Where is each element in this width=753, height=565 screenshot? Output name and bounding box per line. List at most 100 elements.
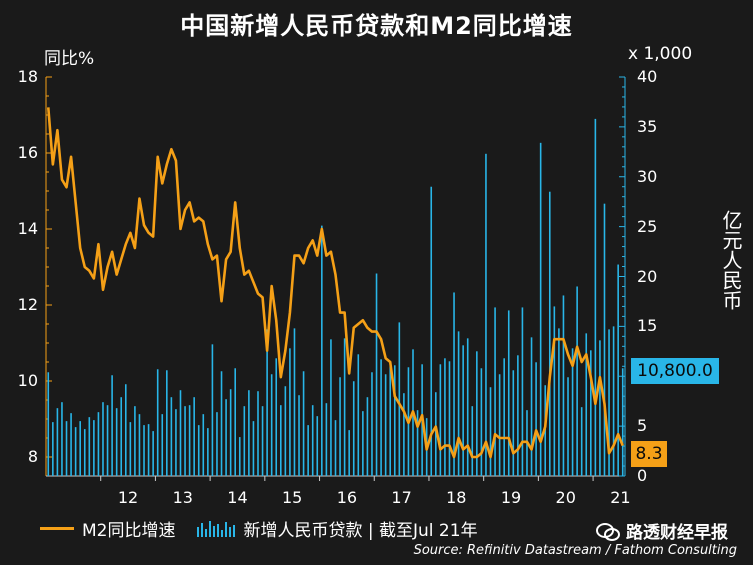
x-axis-tick-label: 20	[555, 488, 576, 507]
loan-bar	[453, 292, 455, 476]
loan-bar	[576, 286, 578, 476]
chart-title: 中国新增人民币贷款和M2同比增速	[180, 12, 573, 40]
loan-bar	[47, 372, 50, 476]
loan-bar	[161, 414, 164, 476]
loan-bar	[134, 406, 136, 476]
m2-last-value-badge: 8.3	[631, 441, 667, 467]
right-axis-label: 亿元人民币	[719, 210, 743, 310]
loan-bar	[585, 333, 588, 476]
loan-bar	[197, 425, 200, 476]
loan-bar	[416, 410, 419, 476]
right-axis-tick-label: 5	[637, 416, 648, 436]
loan-bar	[398, 322, 401, 476]
loan-bar	[152, 431, 154, 476]
x-axis-tick-label: 14	[227, 488, 248, 507]
loan-bar	[521, 307, 524, 476]
loan-bar	[389, 366, 392, 476]
wechat-icon	[596, 522, 620, 541]
loan-bar	[512, 370, 515, 476]
loan-bar	[494, 307, 496, 476]
left-axis-label: 同比%	[44, 49, 95, 69]
loan-bar	[580, 407, 583, 476]
loan-bar	[384, 374, 387, 476]
loan-bar	[466, 338, 469, 476]
right-axis-tick-label: 25	[637, 216, 658, 236]
loan-bar	[284, 386, 287, 476]
loan-bar	[166, 370, 168, 476]
loan-bar	[234, 368, 236, 476]
loan-bar	[448, 361, 451, 476]
loans-last-value-badge: 10,800.0	[631, 358, 719, 384]
loan-bar	[430, 186, 433, 476]
loan-bar	[471, 406, 474, 476]
right-axis-tick-label: 0	[637, 466, 648, 485]
loan-bar	[334, 420, 337, 476]
loan-bar	[193, 397, 195, 476]
loan-bar	[348, 430, 350, 476]
loans-legend-swatch	[197, 520, 236, 537]
loan-bar	[252, 421, 255, 476]
loan-bar	[175, 409, 177, 476]
loan-bar	[553, 306, 556, 476]
right-axis-tick-label: 35	[637, 116, 658, 136]
loan-bar	[211, 344, 214, 476]
loan-bar	[375, 273, 378, 476]
loan-bar	[56, 408, 59, 476]
loan-bar	[216, 412, 218, 476]
loan-bar	[535, 362, 537, 476]
loan-bar	[530, 337, 533, 476]
loan-bar	[129, 422, 132, 476]
left-axis-tick-label: 12	[17, 295, 38, 314]
loan-bar	[435, 392, 437, 476]
loan-bar	[298, 395, 300, 476]
loan-bar	[188, 405, 191, 476]
loan-bar	[617, 264, 619, 476]
loan-bar	[147, 424, 150, 476]
loan-bar	[590, 350, 592, 476]
loan-bar	[498, 374, 501, 476]
loan-bar	[270, 374, 273, 476]
loan-bar	[207, 428, 209, 476]
loan-bar	[608, 329, 610, 476]
right-axis-tick-label: 40	[637, 67, 658, 86]
loan-bar	[138, 414, 141, 476]
loan-bar	[106, 405, 109, 476]
loan-bar	[70, 413, 72, 476]
loan-bar	[220, 371, 223, 476]
loan-bar	[275, 358, 278, 476]
loan-bar	[403, 393, 405, 476]
loan-bar	[257, 391, 259, 476]
loan-bar	[612, 326, 615, 476]
loan-bar	[229, 389, 232, 476]
loan-bar	[143, 425, 145, 476]
loan-bar	[476, 351, 478, 476]
loan-bar	[444, 358, 446, 476]
loan-bar	[362, 411, 364, 476]
m2-growth-line	[46, 107, 624, 459]
loan-bar	[352, 381, 355, 476]
right-axis-tick-label: 20	[637, 266, 658, 286]
x-axis-tick-label: 16	[336, 488, 358, 507]
m2-legend-swatch	[40, 527, 74, 530]
x-axis-tick-label: 18	[446, 488, 467, 507]
left-axis-tick-label: 10	[17, 371, 38, 390]
loan-bar	[79, 421, 81, 476]
loan-bar	[539, 142, 542, 476]
left-axis-tick-label: 8	[27, 447, 38, 466]
loan-bar	[485, 153, 487, 476]
loan-bar	[462, 345, 464, 476]
loan-bar	[307, 425, 309, 476]
loan-bar	[548, 191, 551, 476]
loan-bar	[599, 340, 601, 476]
loan-bar	[225, 399, 227, 476]
m2-legend-label: M2同比增速	[82, 521, 176, 541]
loan-bar	[567, 377, 569, 476]
left-axis-tick-label: 16	[17, 143, 38, 162]
loan-bar	[243, 406, 246, 476]
loan-bar	[480, 368, 483, 476]
loan-bar	[594, 118, 597, 477]
loan-bar	[357, 354, 360, 476]
loan-bar	[366, 397, 369, 476]
x-axis-tick-label: 19	[500, 488, 522, 507]
